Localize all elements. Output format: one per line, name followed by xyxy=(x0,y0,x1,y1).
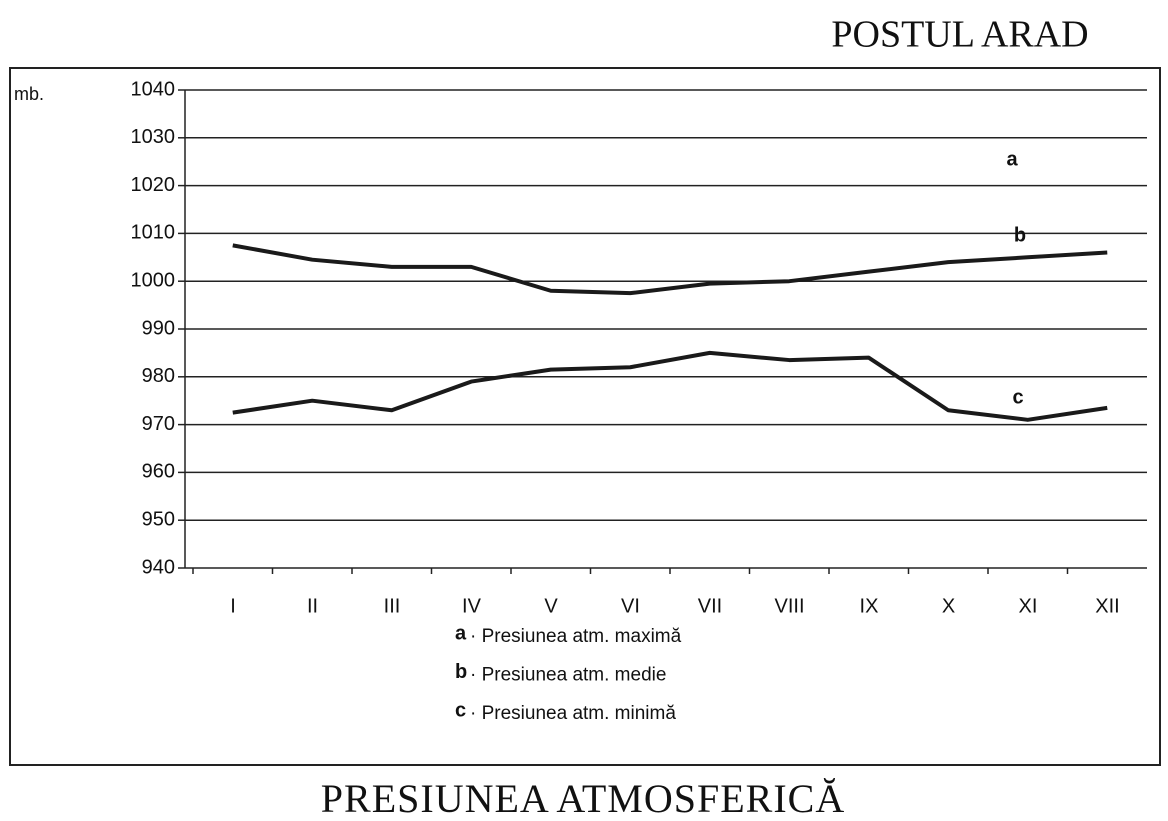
x-tick-label: IX xyxy=(860,595,879,617)
legend-text: · Presiunea atm. maximă xyxy=(470,626,682,647)
y-axis-label: mb. xyxy=(14,84,44,104)
legend-key: c xyxy=(455,699,466,721)
x-tick-label: X xyxy=(942,595,955,617)
chart-subtitle: PRESIUNEA ATMOSFERICĂ xyxy=(321,776,845,821)
legend-text: · Presiunea atm. minimă xyxy=(470,703,676,724)
y-tick-label: 1040 xyxy=(131,78,176,100)
annotation: c xyxy=(1012,386,1023,408)
x-tick-label: III xyxy=(384,595,401,617)
x-tick-label: VIII xyxy=(774,595,804,617)
y-tick-label: 1000 xyxy=(131,269,176,291)
y-tick-label: 940 xyxy=(142,556,175,578)
chart-frame xyxy=(9,67,1161,766)
y-tick-label: 960 xyxy=(142,461,175,483)
legend-text: · Presiunea atm. medie xyxy=(470,665,666,686)
series-line xyxy=(232,243,1108,296)
x-tick-label: IV xyxy=(462,595,482,617)
legend-key: a xyxy=(455,622,467,644)
y-tick-label: 950 xyxy=(142,508,175,530)
y-tick-label: 1010 xyxy=(131,222,176,244)
y-tick-label: 1020 xyxy=(131,174,176,196)
x-tick-label: VI xyxy=(621,595,640,617)
y-tick-label: 970 xyxy=(142,413,175,435)
legend-key: b xyxy=(455,661,467,683)
x-tick-label: XI xyxy=(1019,595,1038,617)
y-tick-label: 980 xyxy=(142,365,175,387)
x-tick-label: V xyxy=(544,595,558,617)
y-tick-label: 1030 xyxy=(131,126,176,148)
x-tick-label: I xyxy=(230,595,236,617)
x-tick-label: VII xyxy=(698,595,722,617)
annotation: a xyxy=(1006,148,1018,170)
x-tick-label: XII xyxy=(1095,595,1119,617)
y-tick-label: 990 xyxy=(142,317,175,339)
series-line xyxy=(232,350,1108,422)
chart-title: POSTUL ARAD xyxy=(831,14,1088,56)
x-tick-label: II xyxy=(307,595,318,617)
annotation: b xyxy=(1014,224,1026,246)
